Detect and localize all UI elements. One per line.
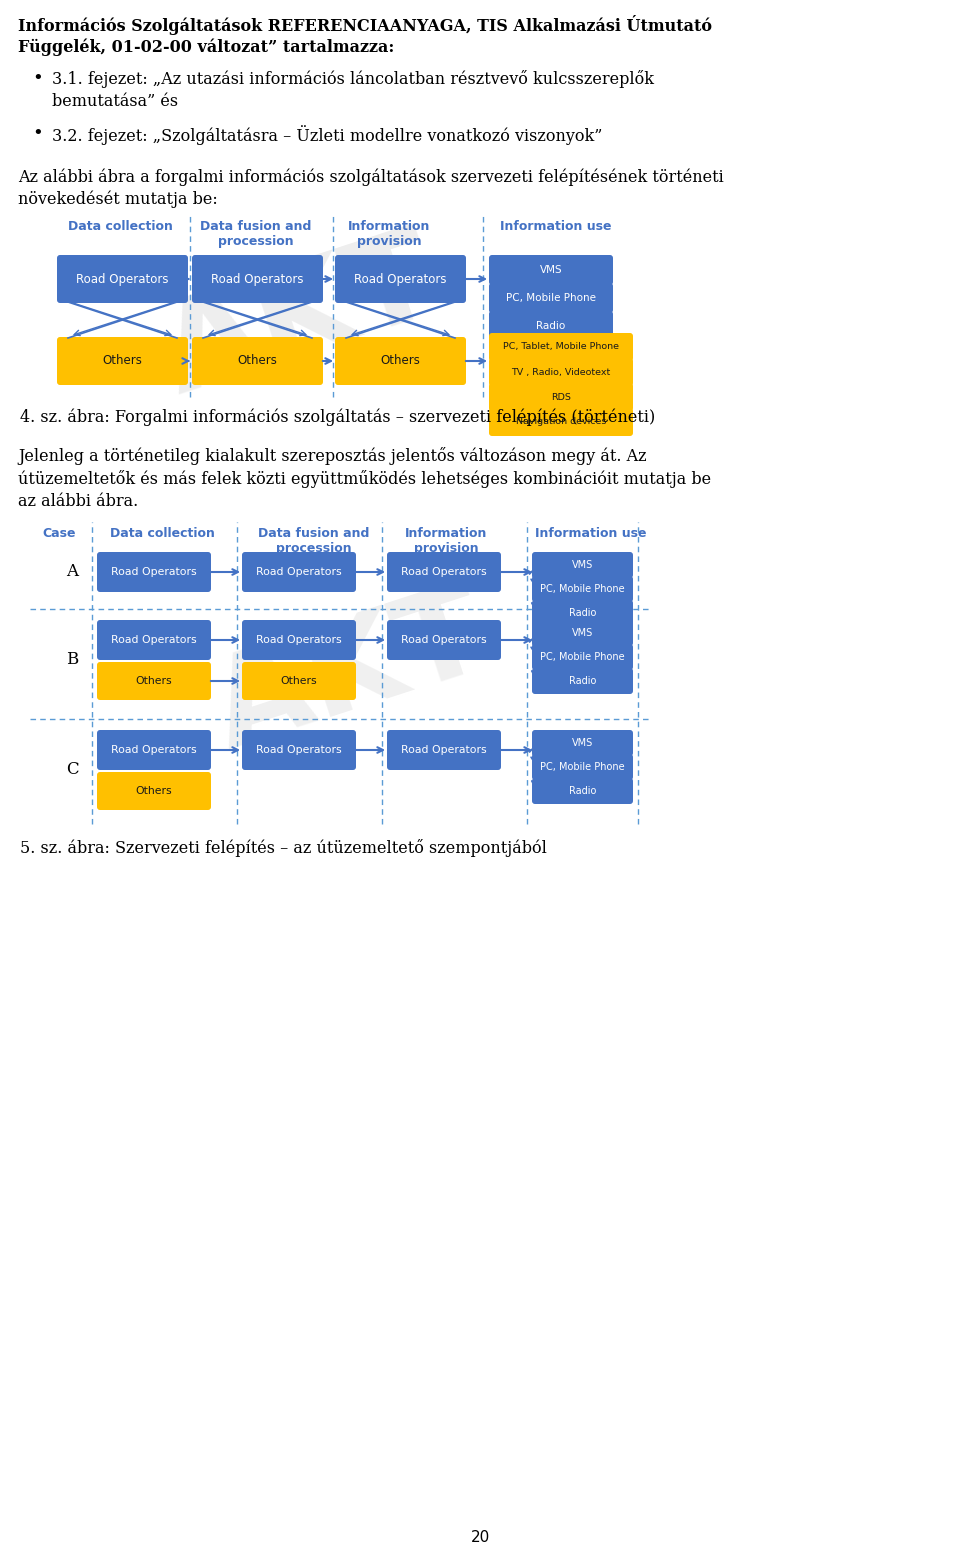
FancyBboxPatch shape bbox=[242, 620, 356, 661]
FancyBboxPatch shape bbox=[387, 731, 501, 769]
FancyBboxPatch shape bbox=[489, 408, 633, 436]
Text: 3.2. fejezet: „Szolgáltatásra – Üzleti modellre vonatkozó viszonyok”: 3.2. fejezet: „Szolgáltatásra – Üzleti m… bbox=[52, 126, 602, 144]
Text: Information use: Information use bbox=[500, 220, 612, 233]
Text: Road Operators: Road Operators bbox=[76, 273, 169, 285]
Text: Radio: Radio bbox=[569, 786, 596, 796]
Text: Road Operators: Road Operators bbox=[354, 273, 446, 285]
FancyBboxPatch shape bbox=[532, 731, 633, 755]
FancyBboxPatch shape bbox=[242, 731, 356, 769]
FancyBboxPatch shape bbox=[192, 337, 323, 385]
Text: Data collection: Data collection bbox=[110, 527, 215, 540]
Text: Others: Others bbox=[103, 355, 142, 368]
Text: Others: Others bbox=[135, 786, 172, 796]
Text: •: • bbox=[32, 70, 43, 88]
FancyBboxPatch shape bbox=[335, 337, 466, 385]
Text: AKT: AKT bbox=[149, 219, 451, 420]
Text: Data collection: Data collection bbox=[68, 220, 173, 233]
FancyBboxPatch shape bbox=[532, 668, 633, 693]
Text: VMS: VMS bbox=[572, 560, 593, 571]
FancyBboxPatch shape bbox=[97, 731, 211, 769]
FancyBboxPatch shape bbox=[97, 620, 211, 661]
Text: PC, Mobile Phone: PC, Mobile Phone bbox=[506, 293, 596, 302]
FancyBboxPatch shape bbox=[489, 333, 633, 361]
Text: Radio: Radio bbox=[569, 608, 596, 617]
FancyBboxPatch shape bbox=[57, 254, 188, 302]
Text: Information use: Information use bbox=[535, 527, 646, 540]
FancyBboxPatch shape bbox=[532, 552, 633, 579]
FancyBboxPatch shape bbox=[532, 644, 633, 670]
FancyBboxPatch shape bbox=[242, 552, 356, 592]
Text: Road Operators: Road Operators bbox=[111, 634, 197, 645]
FancyBboxPatch shape bbox=[532, 600, 633, 627]
Text: A: A bbox=[66, 563, 78, 580]
Text: az alábbi ábra.: az alábbi ábra. bbox=[18, 493, 138, 510]
Text: Jelenleg a történetileg kialakult szereposztás jelentős változáson megy át. Az: Jelenleg a történetileg kialakult szerep… bbox=[18, 447, 647, 465]
FancyBboxPatch shape bbox=[489, 254, 613, 285]
Text: Road Operators: Road Operators bbox=[401, 744, 487, 755]
FancyBboxPatch shape bbox=[532, 754, 633, 780]
Text: növekedését mutatja be:: növekedését mutatja be: bbox=[18, 191, 218, 208]
Text: PC, Tablet, Mobile Phone: PC, Tablet, Mobile Phone bbox=[503, 343, 619, 352]
Text: Road Operators: Road Operators bbox=[111, 744, 197, 755]
FancyBboxPatch shape bbox=[489, 383, 633, 411]
Text: Road Operators: Road Operators bbox=[256, 568, 342, 577]
FancyBboxPatch shape bbox=[97, 772, 211, 810]
Text: Függelék, 01-02-00 változat” tartalmazza:: Függelék, 01-02-00 változat” tartalmazza… bbox=[18, 39, 395, 56]
FancyBboxPatch shape bbox=[489, 312, 613, 341]
FancyBboxPatch shape bbox=[97, 552, 211, 592]
Text: Others: Others bbox=[280, 676, 318, 686]
Text: B: B bbox=[66, 651, 78, 668]
Text: Navigation devices: Navigation devices bbox=[516, 417, 606, 427]
Text: 5. sz. ábra: Szervezeti felépítés – az útüzemeltető szempontjából: 5. sz. ábra: Szervezeti felépítés – az ú… bbox=[20, 839, 547, 858]
Text: 3.1. fejezet: „Az utazási információs láncolatban résztvevő kulcsszereplők: 3.1. fejezet: „Az utazási információs lá… bbox=[52, 70, 654, 88]
Text: Data fusion and
procession: Data fusion and procession bbox=[258, 527, 370, 555]
FancyBboxPatch shape bbox=[532, 575, 633, 602]
FancyBboxPatch shape bbox=[335, 254, 466, 302]
FancyBboxPatch shape bbox=[532, 620, 633, 647]
Text: 20: 20 bbox=[470, 1529, 490, 1545]
Text: VMS: VMS bbox=[572, 628, 593, 637]
Text: C: C bbox=[65, 762, 79, 779]
Text: bemutatása” és: bemutatása” és bbox=[52, 93, 179, 110]
Text: Information
provision: Information provision bbox=[348, 220, 430, 248]
Text: Others: Others bbox=[380, 355, 420, 368]
FancyBboxPatch shape bbox=[489, 358, 633, 386]
Text: Case: Case bbox=[42, 527, 76, 540]
Text: Az alábbi ábra a forgalmi információs szolgáltatások szervezeti felépítésének tö: Az alábbi ábra a forgalmi információs sz… bbox=[18, 168, 724, 186]
FancyBboxPatch shape bbox=[387, 620, 501, 661]
Text: PC, Mobile Phone: PC, Mobile Phone bbox=[540, 762, 625, 772]
FancyBboxPatch shape bbox=[57, 337, 188, 385]
FancyBboxPatch shape bbox=[532, 779, 633, 803]
Text: Radio: Radio bbox=[569, 676, 596, 686]
Text: Others: Others bbox=[135, 676, 172, 686]
Text: VMS: VMS bbox=[572, 738, 593, 748]
Text: Road Operators: Road Operators bbox=[401, 568, 487, 577]
FancyBboxPatch shape bbox=[387, 552, 501, 592]
FancyBboxPatch shape bbox=[192, 254, 323, 302]
Text: Radio: Radio bbox=[537, 321, 565, 330]
Text: RDS: RDS bbox=[551, 392, 571, 402]
Text: PC, Mobile Phone: PC, Mobile Phone bbox=[540, 651, 625, 662]
Text: útüzemeltetők és más felek közti együttműködés lehetséges kombinációit mutatja b: útüzemeltetők és más felek közti együttm… bbox=[18, 470, 711, 489]
Text: Others: Others bbox=[237, 355, 277, 368]
FancyBboxPatch shape bbox=[242, 662, 356, 700]
Text: 4. sz. ábra: Forgalmi információs szolgáltatás – szervezeti felépítés (történeti: 4. sz. ábra: Forgalmi információs szolgá… bbox=[20, 409, 656, 427]
Text: Információs Szolgáltatások REFERENCIAANYAGA, TIS Alkalmazási Útmutató: Információs Szolgáltatások REFERENCIAANY… bbox=[18, 16, 712, 36]
Text: Road Operators: Road Operators bbox=[211, 273, 303, 285]
Text: VMS: VMS bbox=[540, 265, 563, 275]
Text: Road Operators: Road Operators bbox=[401, 634, 487, 645]
Text: Road Operators: Road Operators bbox=[256, 744, 342, 755]
Text: PC, Mobile Phone: PC, Mobile Phone bbox=[540, 585, 625, 594]
Text: AKT: AKT bbox=[199, 574, 501, 776]
Text: Road Operators: Road Operators bbox=[111, 568, 197, 577]
Text: Information
provision: Information provision bbox=[405, 527, 488, 555]
Text: Road Operators: Road Operators bbox=[256, 634, 342, 645]
FancyBboxPatch shape bbox=[97, 662, 211, 700]
Text: •: • bbox=[32, 126, 43, 143]
FancyBboxPatch shape bbox=[489, 282, 613, 313]
Text: Data fusion and
procession: Data fusion and procession bbox=[200, 220, 311, 248]
Text: TV , Radio, Videotext: TV , Radio, Videotext bbox=[512, 368, 611, 377]
